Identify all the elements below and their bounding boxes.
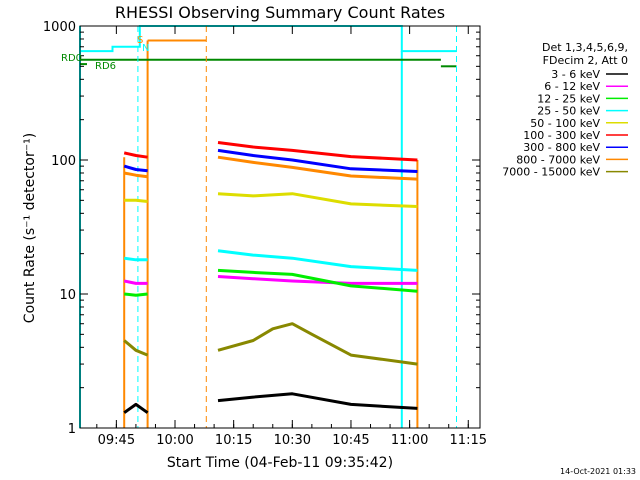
series-line-2-0 <box>124 292 148 297</box>
series-line-2-1 <box>217 268 418 293</box>
series-line-0-1 <box>217 392 418 410</box>
chart-title: RHESSI Observing Summary Count Rates <box>115 3 445 22</box>
series-line-3-0 <box>123 256 148 262</box>
x-tick-label-0: 09:45 <box>98 433 135 448</box>
legend-label-2: 12 - 25 keV <box>537 92 600 105</box>
legend-label-1: 6 - 12 keV <box>544 80 600 93</box>
series-line-7-1 <box>217 155 418 181</box>
y-tick-label-1: 10 <box>59 288 76 303</box>
series-line-4-0 <box>124 198 148 203</box>
x-tick-label-6: 11:15 <box>450 433 487 448</box>
timestamp: 14-Oct-2021 01:33 <box>560 467 636 476</box>
series-line-7-0 <box>123 171 148 179</box>
s-flag-label: S <box>137 35 143 46</box>
plot-frame <box>79 25 481 429</box>
x-tick-label-5: 11:00 <box>391 433 428 448</box>
x-axis-ticks: 09:45 10:00 10:15 10:30 10:45 11:00 11:15 <box>96 26 487 448</box>
legend-header-line-2: FDecim 2, Att 0 <box>543 54 628 67</box>
legend-label-5: 100 - 300 keV <box>523 129 600 142</box>
series-line-1-1 <box>217 275 418 285</box>
n-flag-label: N <box>142 43 149 54</box>
series-line-1-0 <box>123 279 148 285</box>
series-line-6-1 <box>217 148 418 173</box>
series-line-8-1 <box>217 322 418 366</box>
legend-label-7: 800 - 7000 keV <box>516 153 600 166</box>
series-line-3-1 <box>217 249 418 272</box>
x-tick-label-3: 10:30 <box>274 433 311 448</box>
x-tick-label-1: 10:00 <box>156 433 193 448</box>
legend-label-8: 7000 - 15000 keV <box>502 166 600 179</box>
x-tick-label-4: 10:45 <box>332 433 369 448</box>
series-line-5-1 <box>217 141 418 162</box>
legend-label-4: 50 - 100 keV <box>530 117 600 130</box>
data-series-group <box>123 141 418 414</box>
y-tick-label-0: 1 <box>68 422 76 437</box>
rd0-flag-label: RD0 <box>61 53 82 64</box>
y-tick-label-3: 1000 <box>43 20 76 35</box>
legend-label-3: 25 - 50 keV <box>537 105 600 118</box>
series-line-0-0 <box>123 402 149 414</box>
series-line-8-0 <box>123 339 149 357</box>
y-axis-label: Count Rate (s⁻¹ detector⁻¹) <box>22 133 38 323</box>
x-axis-label: Start Time (04-Feb-11 09:35:42) <box>167 455 393 471</box>
series-line-6-0 <box>123 164 148 173</box>
state-line-0 <box>80 25 457 53</box>
x-tick-label-2: 10:15 <box>215 433 252 448</box>
series-line-5-0 <box>123 151 148 159</box>
legend-label-0: 3 - 6 keV <box>551 68 600 81</box>
y-tick-label-2: 100 <box>51 154 76 169</box>
legend-header-line-1: Det 1,3,4,5,6,9, <box>542 41 628 54</box>
y-axis-ticks: 1 10 100 1000 <box>43 20 480 437</box>
rd6-flag-label: RD6 <box>95 61 116 72</box>
series-line-4-1 <box>217 192 418 208</box>
legend-label-6: 300 - 800 keV <box>523 141 600 154</box>
